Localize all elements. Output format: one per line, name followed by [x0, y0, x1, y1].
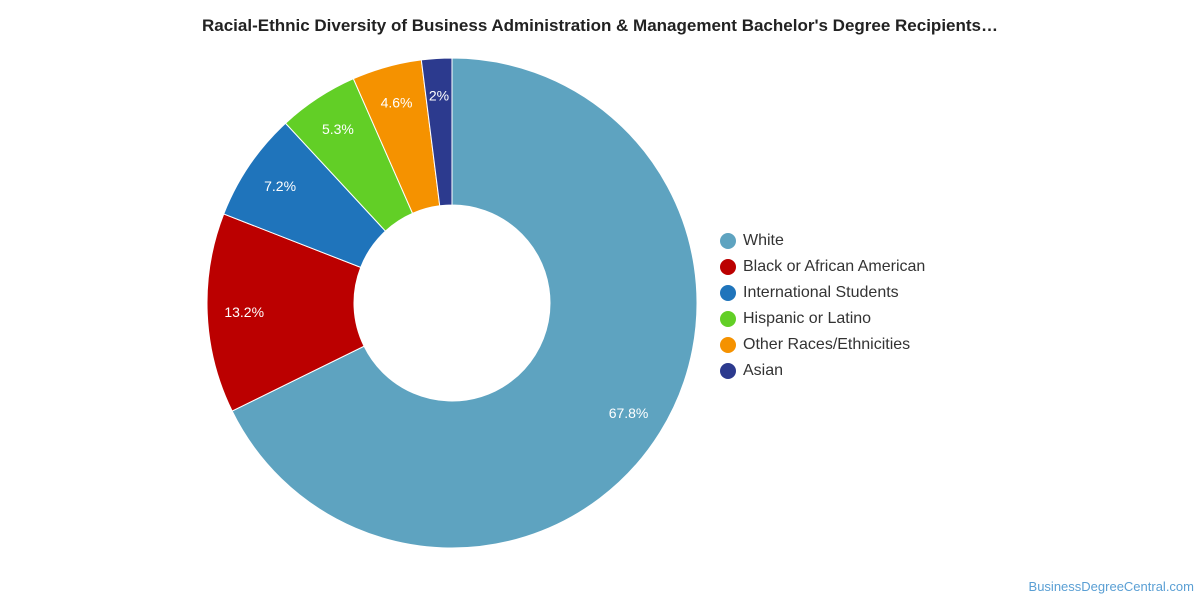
- pie-slice[interactable]: [206, 213, 365, 412]
- legend-label: White: [743, 232, 784, 249]
- slice-data-label: 7.2%: [264, 178, 296, 194]
- slice-data-label: 13.2%: [224, 304, 264, 320]
- chart-title: Racial-Ethnic Diversity of Business Admi…: [201, 16, 998, 35]
- legend-item[interactable]: Black or African American: [720, 254, 925, 280]
- legend-dot-icon: [720, 259, 736, 275]
- legend-item[interactable]: Other Races/Ethnicities: [720, 332, 925, 358]
- slice-data-label: 2%: [429, 87, 449, 103]
- legend-item[interactable]: White: [720, 228, 925, 254]
- legend-item[interactable]: International Students: [720, 280, 925, 306]
- legend-label: Black or African American: [743, 258, 926, 275]
- legend-dot-icon: [720, 233, 736, 249]
- legend-label: International Students: [743, 284, 899, 301]
- legend-label: Asian: [743, 362, 784, 379]
- legend-label: Hispanic or Latino: [743, 310, 872, 327]
- slice-data-label: 5.3%: [322, 121, 354, 137]
- legend-dot-icon: [720, 363, 736, 379]
- site-credit-link[interactable]: BusinessDegreeCentral.com: [1028, 579, 1194, 594]
- legend-dot-icon: [720, 311, 736, 327]
- legend-dot-icon: [720, 337, 736, 353]
- pie-slice[interactable]: [420, 57, 453, 207]
- slice-data-label: 4.6%: [381, 95, 413, 111]
- legend-item[interactable]: Asian: [720, 358, 925, 384]
- legend-label: Other Races/Ethnicities: [743, 336, 911, 353]
- pie-slice[interactable]: [231, 57, 698, 549]
- slice-data-label: 67.8%: [609, 405, 649, 421]
- chart-legend: White Black or African American Internat…: [720, 228, 925, 384]
- legend-dot-icon: [720, 285, 736, 301]
- legend-item[interactable]: Hispanic or Latino: [720, 306, 925, 332]
